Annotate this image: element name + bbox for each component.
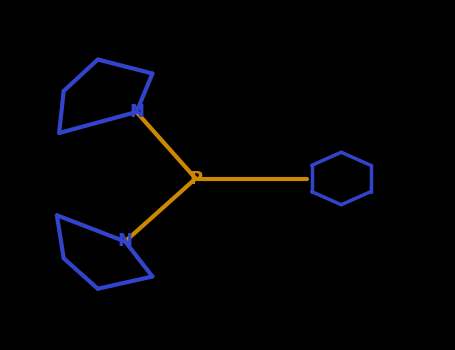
Text: N: N <box>118 232 132 251</box>
Text: P: P <box>189 169 202 188</box>
Text: N: N <box>129 103 144 121</box>
